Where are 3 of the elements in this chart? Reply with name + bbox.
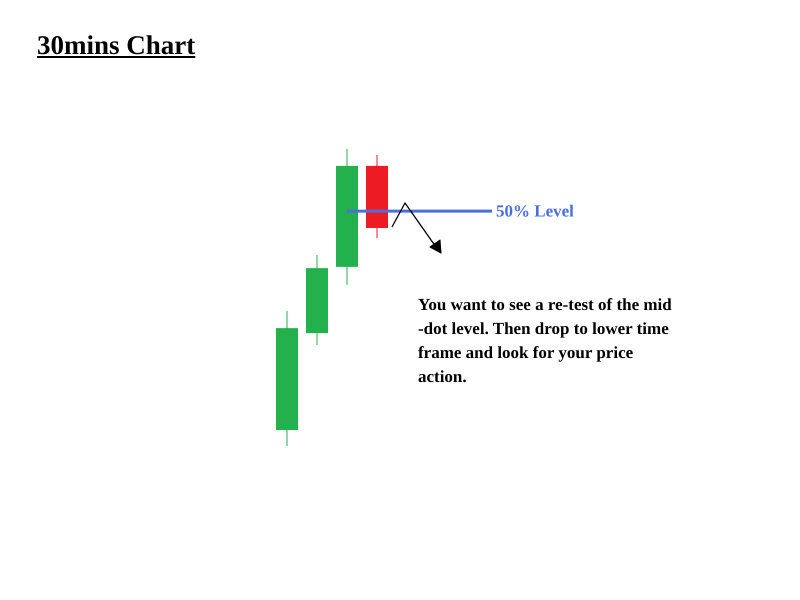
text: You want to see a re-test of the mid -dot level. Then drop to lower time frame and look for your price action. — [418, 294, 673, 388]
chart-title: 30mins Chart — [37, 30, 196, 61]
ref-line-label: 50% Level — [496, 202, 574, 221]
